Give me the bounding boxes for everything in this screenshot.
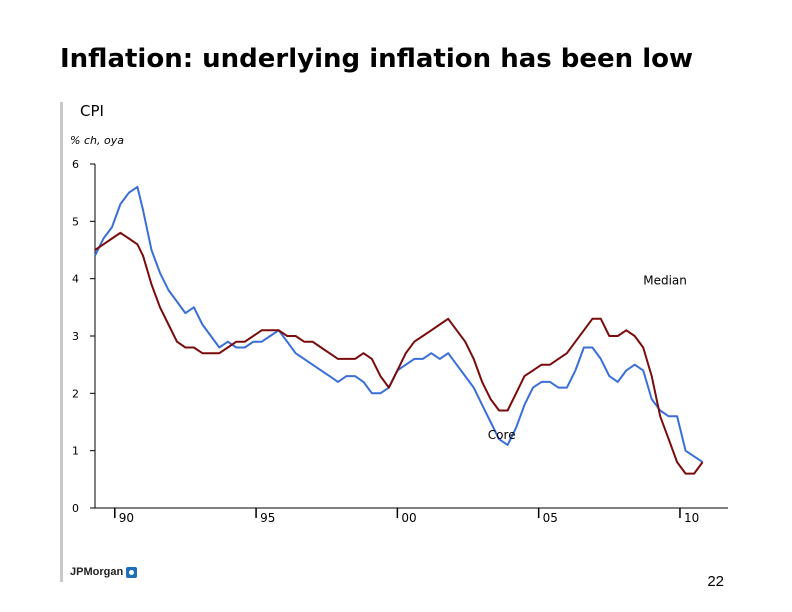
series-label-core: Core — [488, 428, 516, 442]
x-tick-label: 10 — [684, 511, 699, 525]
brand-logo: JPMorgan — [70, 566, 138, 578]
y-tick-label: 4 — [72, 273, 79, 286]
x-tick-label: 00 — [401, 511, 416, 525]
series-line-median — [94, 231, 704, 475]
chart-subtitle: % ch, oya — [70, 134, 124, 147]
x-tick-label: 05 — [543, 511, 558, 525]
series-label-median: Median — [643, 273, 687, 287]
chart-title: CPI — [80, 102, 104, 120]
slide-title: Inflation: underlying inflation has been… — [60, 44, 694, 74]
brand-mark-icon — [126, 566, 138, 578]
y-tick-label: 1 — [72, 445, 79, 458]
x-tick-label: 90 — [119, 511, 134, 525]
y-tick-label: 5 — [72, 215, 79, 228]
brand-text: JPMorgan — [70, 566, 124, 578]
series-line-core — [94, 185, 704, 463]
y-tick-label: 0 — [72, 502, 79, 515]
y-tick-label: 3 — [72, 330, 79, 343]
y-tick-label: 6 — [72, 158, 79, 171]
left-divider — [60, 102, 63, 582]
y-tick-label: 2 — [72, 387, 79, 400]
x-tick-label: 95 — [260, 511, 275, 525]
page-number: 22 — [707, 573, 724, 590]
